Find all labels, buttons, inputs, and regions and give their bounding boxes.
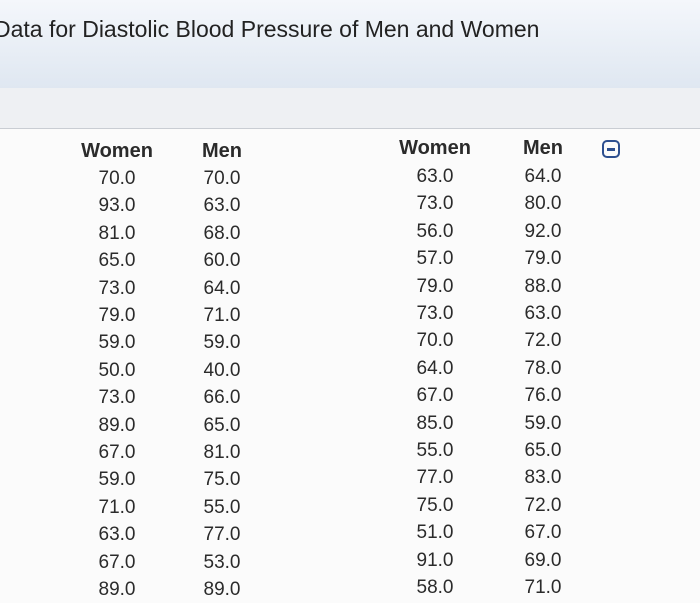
table-cell: 64.0	[203, 277, 241, 299]
table-cell: 65.0	[203, 414, 241, 436]
table-cell: 51.0	[416, 522, 454, 544]
table-cell: 76.0	[524, 385, 562, 407]
table-cell: 64.0	[524, 166, 562, 187]
table-cell: 78.0	[524, 357, 562, 379]
table-cell: 56.0	[416, 220, 454, 242]
table-cell: 70.0	[98, 168, 136, 189]
table-cell: 81.0	[98, 222, 136, 244]
table-cell: 59.0	[98, 469, 136, 491]
table-cell: 91.0	[416, 549, 454, 571]
table-cell: 67.0	[98, 551, 136, 573]
table-cell: 81.0	[203, 442, 241, 463]
table-cell: 93.0	[98, 195, 136, 217]
table-cell: 89.0	[98, 414, 136, 436]
table-cell: 59.0	[524, 412, 562, 434]
table-cell: 64.0	[416, 357, 454, 379]
table-cell: 55.0	[203, 496, 241, 518]
table-cell: 63.0	[98, 524, 136, 546]
table-cell: 77.0	[416, 467, 454, 489]
table-cell: 59.0	[203, 332, 241, 354]
toolbar-band	[0, 88, 700, 129]
table-cell: 63.0	[416, 166, 454, 187]
column-header: Men	[202, 140, 242, 162]
table-cell: 83.0	[524, 467, 562, 489]
table-cell: 60.0	[203, 250, 241, 272]
table-cell: 73.0	[98, 277, 136, 299]
table-cell: 75.0	[416, 494, 454, 516]
table-cell: 89.0	[203, 579, 241, 600]
table-cell: 79.0	[524, 248, 562, 270]
title: Data for Diastolic Blood Pressure of Men…	[0, 16, 540, 42]
copy-icon[interactable]	[602, 140, 620, 158]
table-cell: 88.0	[524, 275, 562, 297]
table-cell: 63.0	[524, 303, 562, 324]
table-cell: 92.0	[524, 220, 562, 242]
table-cell: 63.0	[203, 195, 241, 217]
table-cell: 71.0	[98, 496, 136, 518]
column-header: Women	[399, 137, 471, 159]
table-cell: 67.0	[416, 385, 454, 407]
table-cell: 80.0	[524, 193, 562, 215]
table-cell: 70.0	[416, 330, 454, 352]
table-cell: 72.0	[524, 330, 562, 352]
table-cell: 70.0	[203, 168, 241, 189]
table-cell: 65.0	[98, 250, 136, 272]
table-cell: 58.0	[416, 577, 454, 598]
title-bar	[0, 0, 700, 88]
table-cell: 71.0	[524, 577, 562, 598]
table-cell: 66.0	[203, 387, 241, 409]
table-cell: 75.0	[203, 469, 241, 491]
table-cell: 53.0	[203, 551, 241, 573]
table-cell: 50.0	[98, 359, 136, 381]
table-cell: 72.0	[524, 494, 562, 516]
column-header: Men	[523, 137, 563, 159]
table-cell: 65.0	[524, 440, 562, 461]
table-cell: 89.0	[98, 579, 136, 600]
table-cell: 79.0	[98, 305, 136, 326]
column-header: Women	[81, 140, 153, 162]
table-cell: 69.0	[524, 549, 562, 571]
table-cell: 40.0	[203, 359, 241, 381]
table-cell: 55.0	[416, 440, 454, 461]
table-cell: 68.0	[203, 222, 241, 244]
table-cell: 59.0	[98, 332, 136, 354]
table-cell: 79.0	[416, 275, 454, 297]
table-cell: 73.0	[98, 387, 136, 409]
table-cell: 71.0	[203, 305, 241, 326]
table-cell: 73.0	[416, 303, 454, 324]
table-cell: 67.0	[524, 522, 562, 544]
table-cell: 77.0	[203, 524, 241, 546]
table-cell: 57.0	[416, 248, 454, 270]
table-cell: 73.0	[416, 193, 454, 215]
table-cell: 85.0	[416, 412, 454, 434]
table-cell: 67.0	[98, 442, 136, 463]
